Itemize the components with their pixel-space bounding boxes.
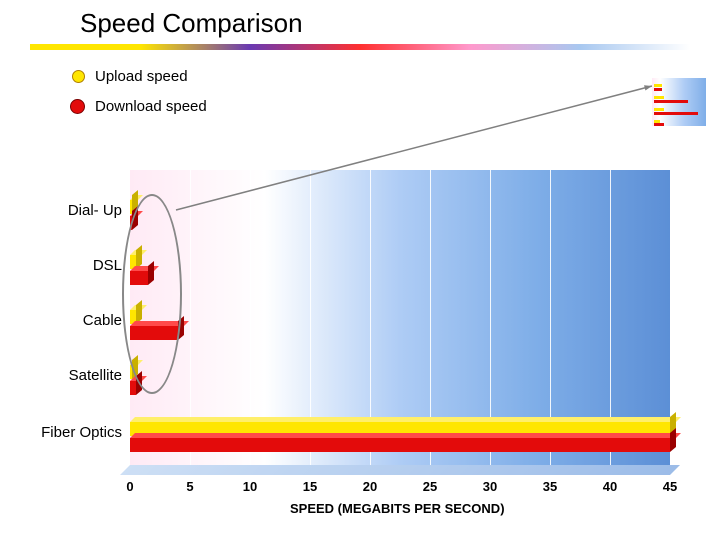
mini-bar [654,100,688,103]
mini-bar [654,84,662,87]
mini-bar [654,88,662,91]
mini-bar [654,112,698,115]
callout-zoom-box [652,78,706,126]
callout-leader [0,0,720,540]
mini-bar [654,96,664,99]
mini-bar [654,123,664,126]
mini-bar [654,108,664,111]
